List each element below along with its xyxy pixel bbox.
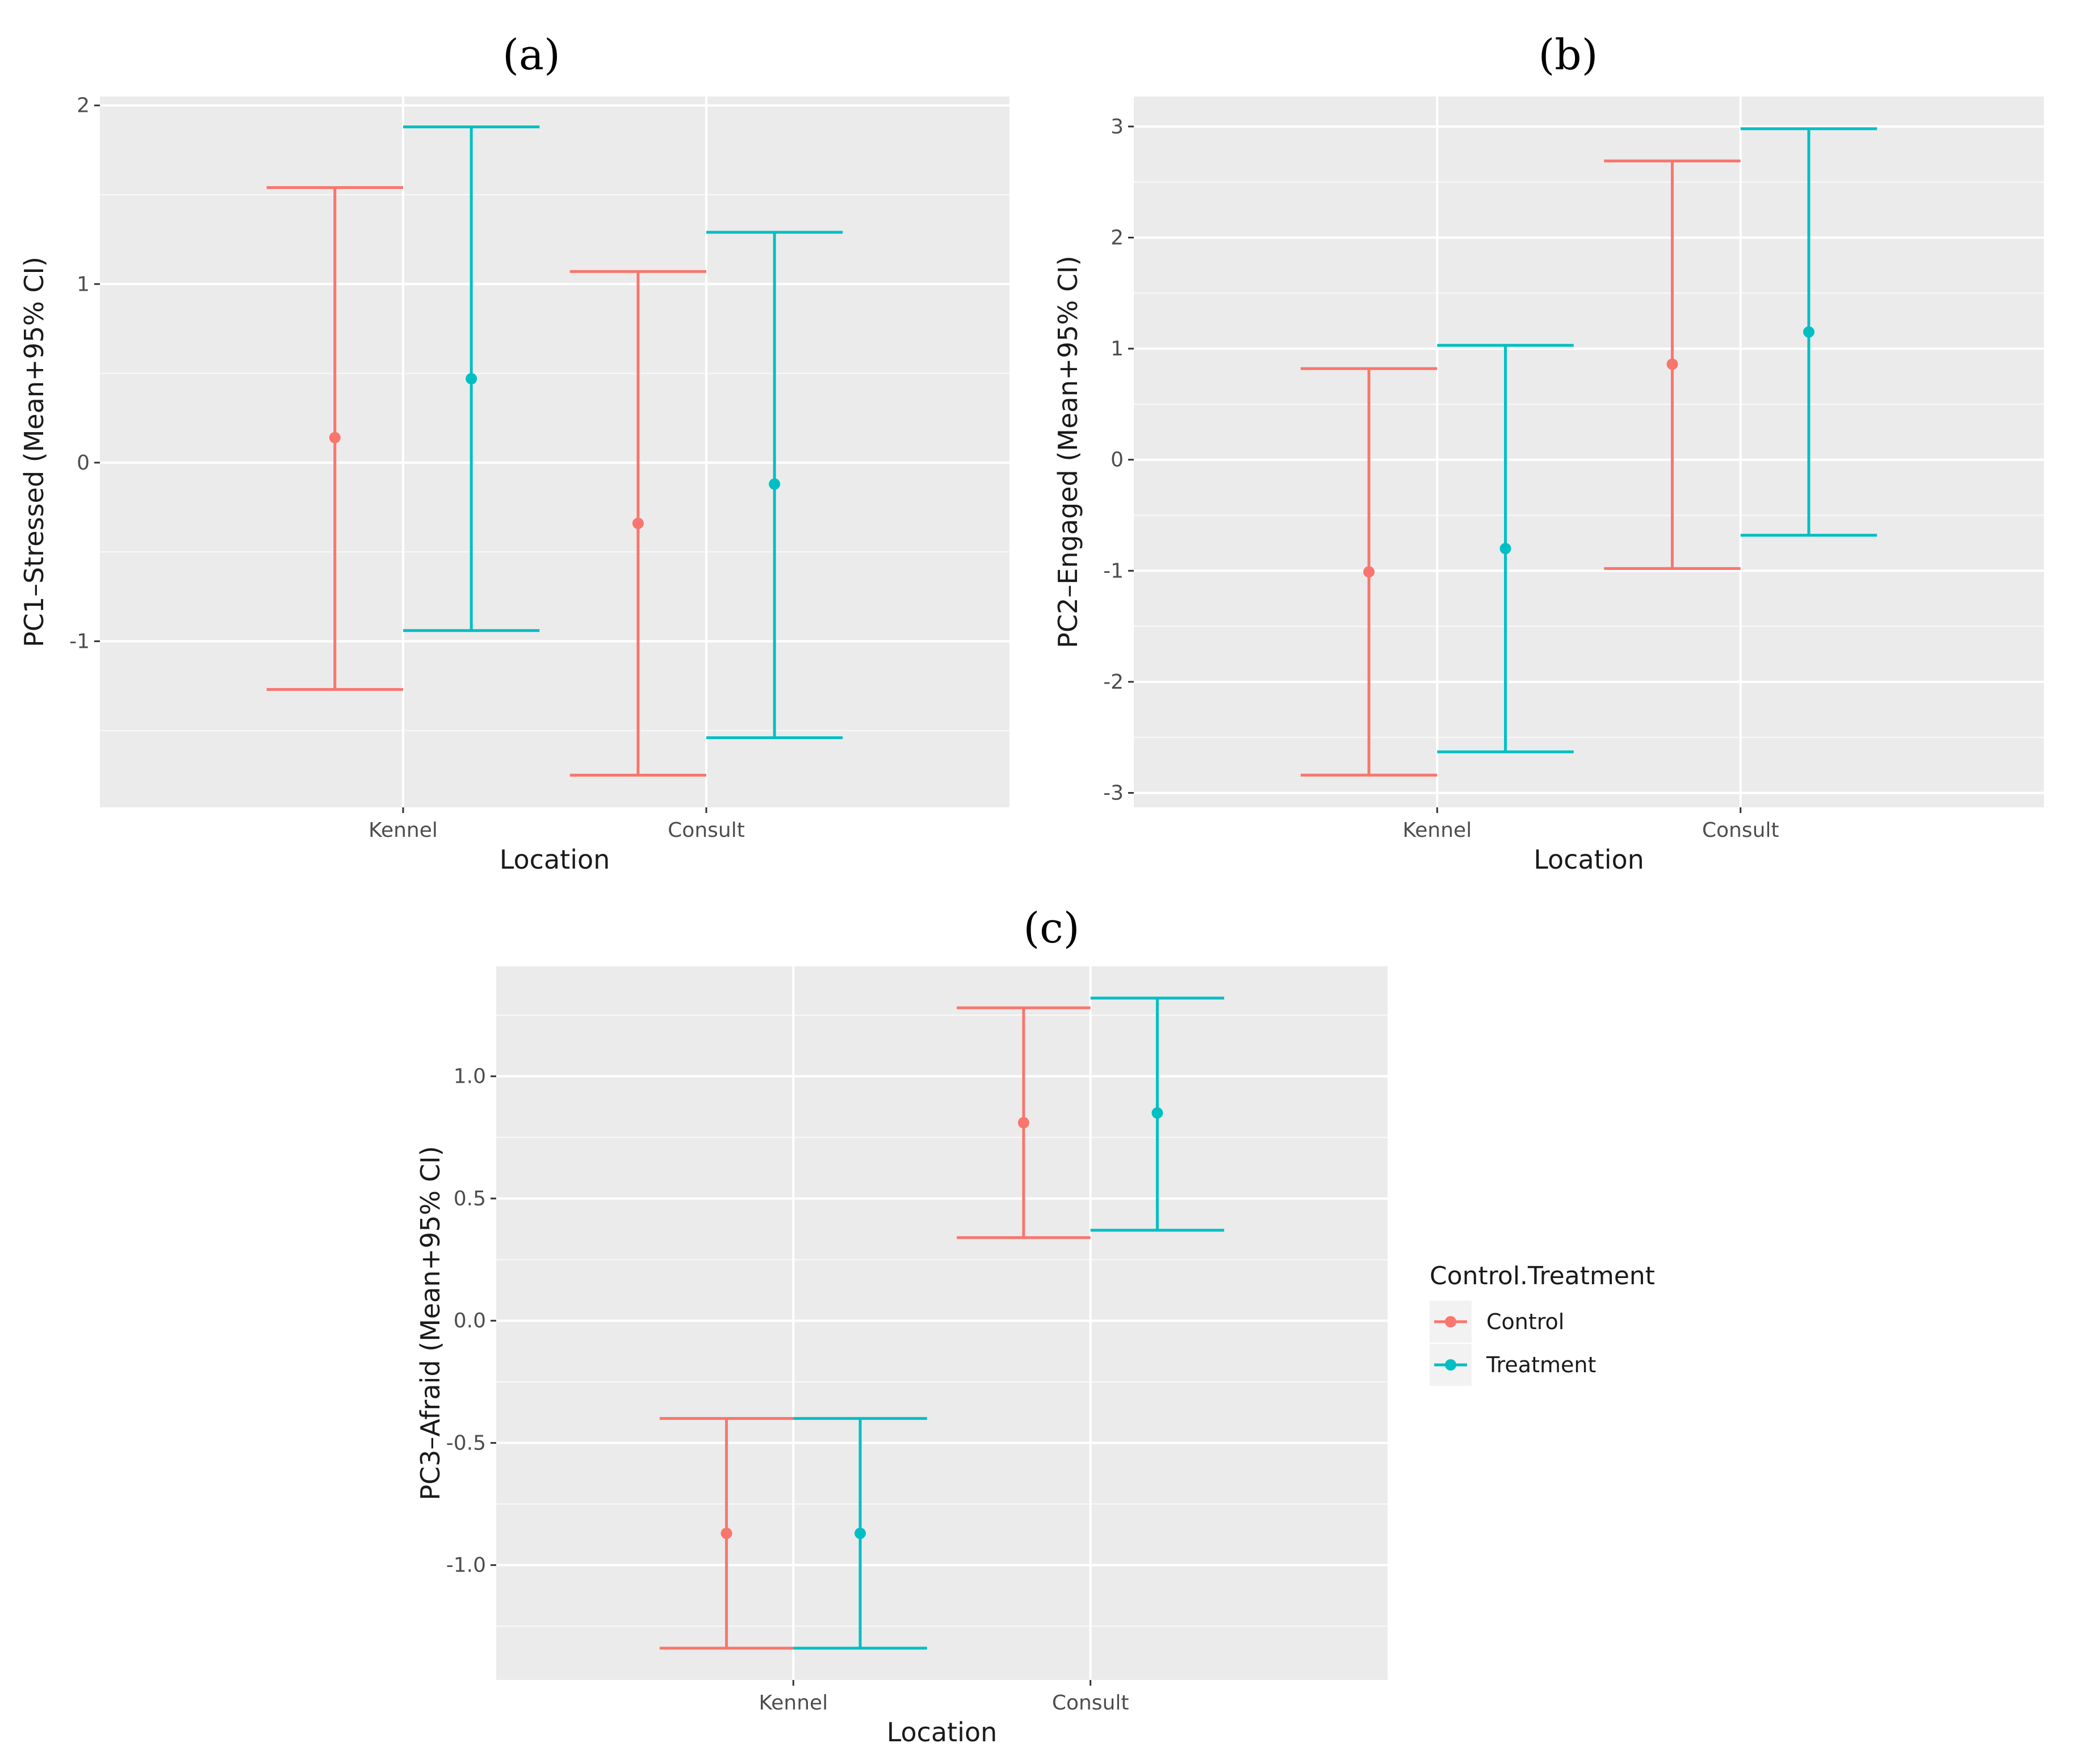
mean-point (1499, 543, 1511, 555)
y-tick-label: -2 (1103, 671, 1124, 694)
y-tick-label: 2 (77, 94, 90, 118)
y-tick-label: 0.5 (454, 1187, 486, 1210)
y-tick-label: -3 (1103, 782, 1124, 805)
x-tick-label: Kennel (1402, 819, 1472, 842)
mean-point (769, 478, 781, 490)
legend-title: Control.Treatment (1430, 1262, 1655, 1290)
mean-point (1666, 358, 1678, 370)
legend-key-point (1445, 1359, 1456, 1371)
mean-point (1803, 326, 1815, 338)
legend-label-treatment: Treatment (1486, 1352, 1596, 1377)
y-tick-label: 2 (1111, 226, 1124, 249)
panel-title: (c) (1023, 904, 1079, 953)
x-tick-label: Consult (668, 819, 745, 842)
y-tick-label: 1.0 (454, 1065, 486, 1088)
errorbar-treatment-kennel (1437, 343, 1574, 753)
y-axis-title: PC2–Engaged (Mean+95% CI) (1053, 255, 1083, 648)
errorbar-treatment-consult (1740, 127, 1878, 537)
y-tick-label: 3 (1111, 115, 1124, 139)
errorbar-treatment-consult (1090, 996, 1225, 1232)
y-axis-title: PC3–Afraid (Mean+95% CI) (415, 1146, 446, 1500)
plot-background (100, 97, 1009, 807)
y-tick-label: -1.0 (446, 1554, 486, 1577)
errorbar-control-consult (957, 1006, 1091, 1239)
y-tick-label: -1 (69, 630, 90, 653)
mean-point (854, 1527, 866, 1539)
legend-label-control: Control (1486, 1309, 1564, 1334)
y-tick-label: -1 (1103, 559, 1124, 583)
legend-key-point (1445, 1316, 1456, 1327)
errorbar-control-consult (1604, 159, 1741, 570)
x-tick-label: Kennel (759, 1691, 828, 1715)
y-tick-label: 1 (77, 273, 90, 296)
mean-point (720, 1527, 732, 1539)
x-axis-title: Location (500, 844, 610, 875)
legend: Control.Treatment Control Treatment (1430, 1262, 1655, 1386)
chart-panel-3: (c) -1.0 -0.5 0.0 0.5 1.0 Kennel Consult Locatio… (415, 904, 1388, 1748)
errorbar-control-kennel (266, 186, 403, 691)
errorbar-control-kennel (1300, 367, 1438, 777)
y-axis-title: PC1–Stressed (Mean+95% CI) (19, 257, 49, 647)
chart-panel-2: (b) -3 -2 -1 0 1 2 3 Kennel Consult Location PC2–En… (1053, 31, 2044, 875)
errorbar-control-kennel (659, 1417, 794, 1650)
mean-point (632, 517, 644, 529)
panel-title: (a) (502, 31, 560, 79)
mean-point (1017, 1117, 1029, 1129)
mean-point (1363, 566, 1375, 578)
errorbar-treatment-consult (706, 231, 843, 739)
errorbar-treatment-kennel (793, 1417, 927, 1650)
y-tick-label: 0 (1111, 449, 1124, 472)
errorbar-control-consult (569, 270, 706, 777)
mean-point (466, 373, 477, 385)
errorbar-treatment-kennel (403, 125, 540, 632)
x-tick-label: Consult (1052, 1691, 1129, 1715)
x-axis-title: Location (887, 1717, 998, 1748)
panel-title: (b) (1538, 31, 1598, 79)
y-tick-label: 1 (1111, 337, 1124, 361)
x-tick-label: Kennel (368, 819, 438, 842)
y-tick-label: 0.0 (454, 1309, 486, 1333)
plot-background (496, 966, 1388, 1680)
chart-panel-1: (a) -1 0 1 2 Kennel Consult Location PC1–Stresse… (19, 31, 1009, 875)
y-tick-label: -0.5 (446, 1431, 486, 1455)
x-tick-label: Consult (1702, 819, 1779, 842)
mean-point (1151, 1107, 1163, 1119)
x-axis-title: Location (1533, 844, 1644, 875)
mean-point (329, 431, 341, 443)
y-tick-label: 0 (77, 451, 90, 475)
plot-background (1134, 97, 2044, 807)
